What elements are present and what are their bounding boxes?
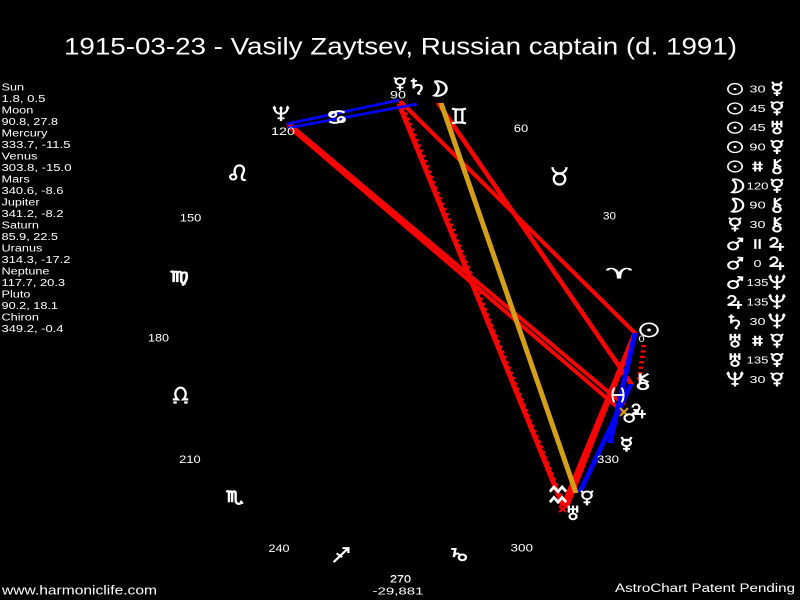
svg-text:www.harmoniclife.com: www.harmoniclife.com bbox=[1, 584, 157, 598]
svg-text:85.9, 22.5: 85.9, 22.5 bbox=[2, 232, 59, 243]
svg-text:333.7, -11.5: 333.7, -11.5 bbox=[2, 140, 72, 151]
svg-text:Neptune: Neptune bbox=[2, 267, 51, 278]
svg-text:120: 120 bbox=[747, 181, 770, 192]
svg-text:135: 135 bbox=[747, 356, 770, 367]
svg-text:303.8, -15.0: 303.8, -15.0 bbox=[2, 163, 73, 174]
svg-text:Mars: Mars bbox=[2, 175, 30, 186]
svg-text:90.2, 18.1: 90.2, 18.1 bbox=[2, 301, 59, 312]
svg-text:1915-03-23 - Vasily Zaytsev, R: 1915-03-23 - Vasily Zaytsev, Russian cap… bbox=[64, 34, 737, 61]
svg-text:270: 270 bbox=[390, 574, 411, 586]
svg-text:30: 30 bbox=[750, 375, 767, 386]
svg-text:270: 270 bbox=[390, 575, 412, 586]
svg-text:90: 90 bbox=[749, 143, 766, 154]
svg-text:45: 45 bbox=[749, 104, 766, 115]
svg-text:1.8, 0.5: 1.8, 0.5 bbox=[2, 94, 47, 105]
svg-text:Mercury: Mercury bbox=[2, 129, 48, 140]
svg-text:135: 135 bbox=[747, 298, 770, 309]
svg-text:Uranus: Uranus bbox=[2, 244, 43, 255]
svg-text:180: 180 bbox=[148, 333, 169, 345]
svg-text:314.3, -17.2: 314.3, -17.2 bbox=[2, 255, 72, 266]
svg-text:Moon: Moon bbox=[2, 106, 34, 117]
svg-text:Saturn: Saturn bbox=[2, 221, 39, 232]
svg-text:Sun: Sun bbox=[2, 83, 25, 94]
svg-text:117.7, 20.3: 117.7, 20.3 bbox=[2, 278, 66, 289]
svg-text:60: 60 bbox=[514, 123, 529, 135]
svg-text:90: 90 bbox=[390, 90, 406, 102]
svg-text:90.8, 27.8: 90.8, 27.8 bbox=[2, 117, 59, 128]
svg-text:Jupiter: Jupiter bbox=[2, 198, 41, 209]
svg-text:Chiron: Chiron bbox=[2, 313, 39, 324]
svg-text:Venus: Venus bbox=[2, 152, 38, 163]
svg-text:30: 30 bbox=[603, 211, 616, 223]
svg-text:AstroChart Patent Pending: AstroChart Patent Pending bbox=[615, 583, 795, 595]
svg-text:349.2, -0.4: 349.2, -0.4 bbox=[2, 324, 65, 335]
svg-text:30: 30 bbox=[750, 317, 767, 328]
svg-text:Pluto: Pluto bbox=[2, 290, 31, 301]
svg-text:120: 120 bbox=[271, 126, 295, 138]
svg-text:0: 0 bbox=[639, 334, 645, 344]
svg-text:240: 240 bbox=[269, 543, 290, 555]
svg-text:300: 300 bbox=[511, 543, 534, 555]
svg-text:341.2, -8.2: 341.2, -8.2 bbox=[2, 209, 65, 220]
svg-text:330: 330 bbox=[597, 454, 619, 466]
svg-text:30: 30 bbox=[750, 220, 767, 231]
svg-text:-29,881: -29,881 bbox=[373, 586, 424, 598]
svg-text:340.6, -8.6: 340.6, -8.6 bbox=[2, 186, 65, 197]
svg-text:45: 45 bbox=[749, 123, 766, 134]
svg-text:30: 30 bbox=[750, 85, 767, 96]
svg-text:90: 90 bbox=[749, 201, 766, 212]
svg-text:135: 135 bbox=[747, 278, 770, 289]
svg-text:150: 150 bbox=[180, 212, 202, 224]
svg-text:0: 0 bbox=[754, 259, 763, 270]
svg-text:210: 210 bbox=[179, 454, 201, 466]
